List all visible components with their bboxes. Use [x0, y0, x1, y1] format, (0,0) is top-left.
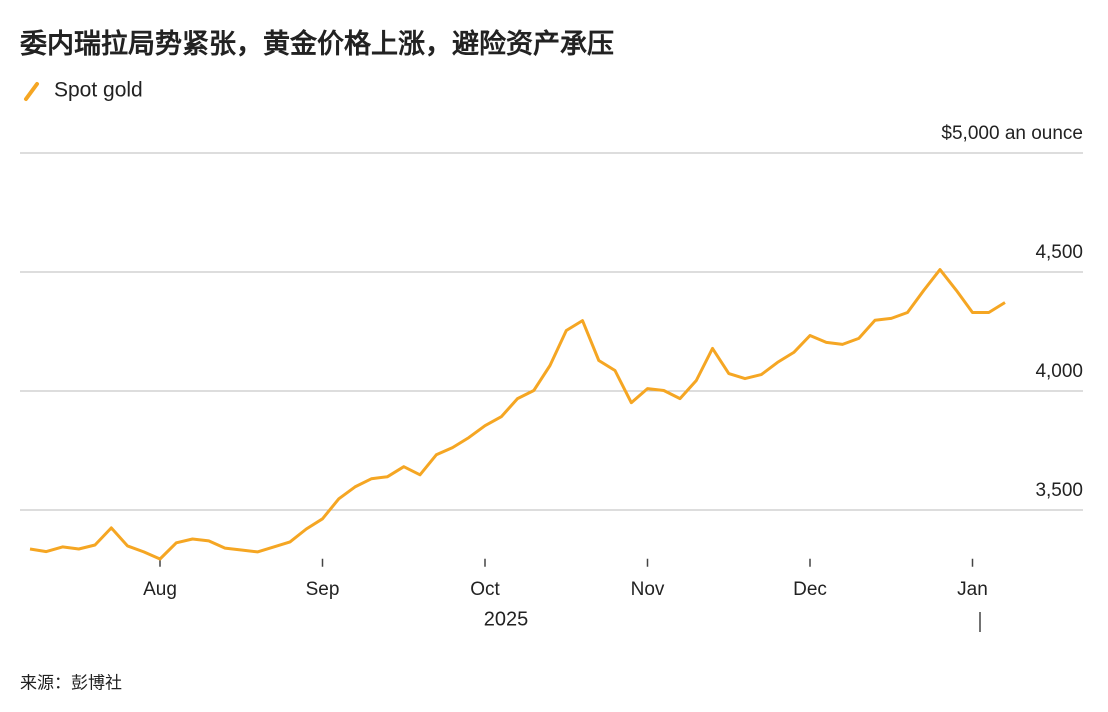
- x-tick-label: Oct: [470, 579, 500, 600]
- y-tick-label: 4,000: [1035, 361, 1083, 382]
- chart-title: 委内瑞拉局势紧张，黄金价格上涨，避险资产承压: [20, 28, 614, 59]
- series-line: [29, 268, 1006, 561]
- x-tick-label: Aug: [143, 579, 177, 600]
- x-tick-label: Jan: [957, 579, 988, 600]
- y-tick-label: $5,000 an ounce: [941, 123, 1083, 144]
- y-tick-label: 3,500: [1035, 480, 1083, 501]
- x-tick-label: Nov: [631, 579, 665, 600]
- source-note: 来源：彭博社: [20, 673, 122, 692]
- x-tick-label: Dec: [793, 579, 827, 600]
- x-tick-label: Sep: [306, 579, 340, 600]
- y-tick-label: 4,500: [1035, 242, 1083, 263]
- legend-label: Spot gold: [54, 79, 143, 102]
- legend-swatch: [24, 82, 39, 101]
- year-label: 2025: [484, 608, 529, 630]
